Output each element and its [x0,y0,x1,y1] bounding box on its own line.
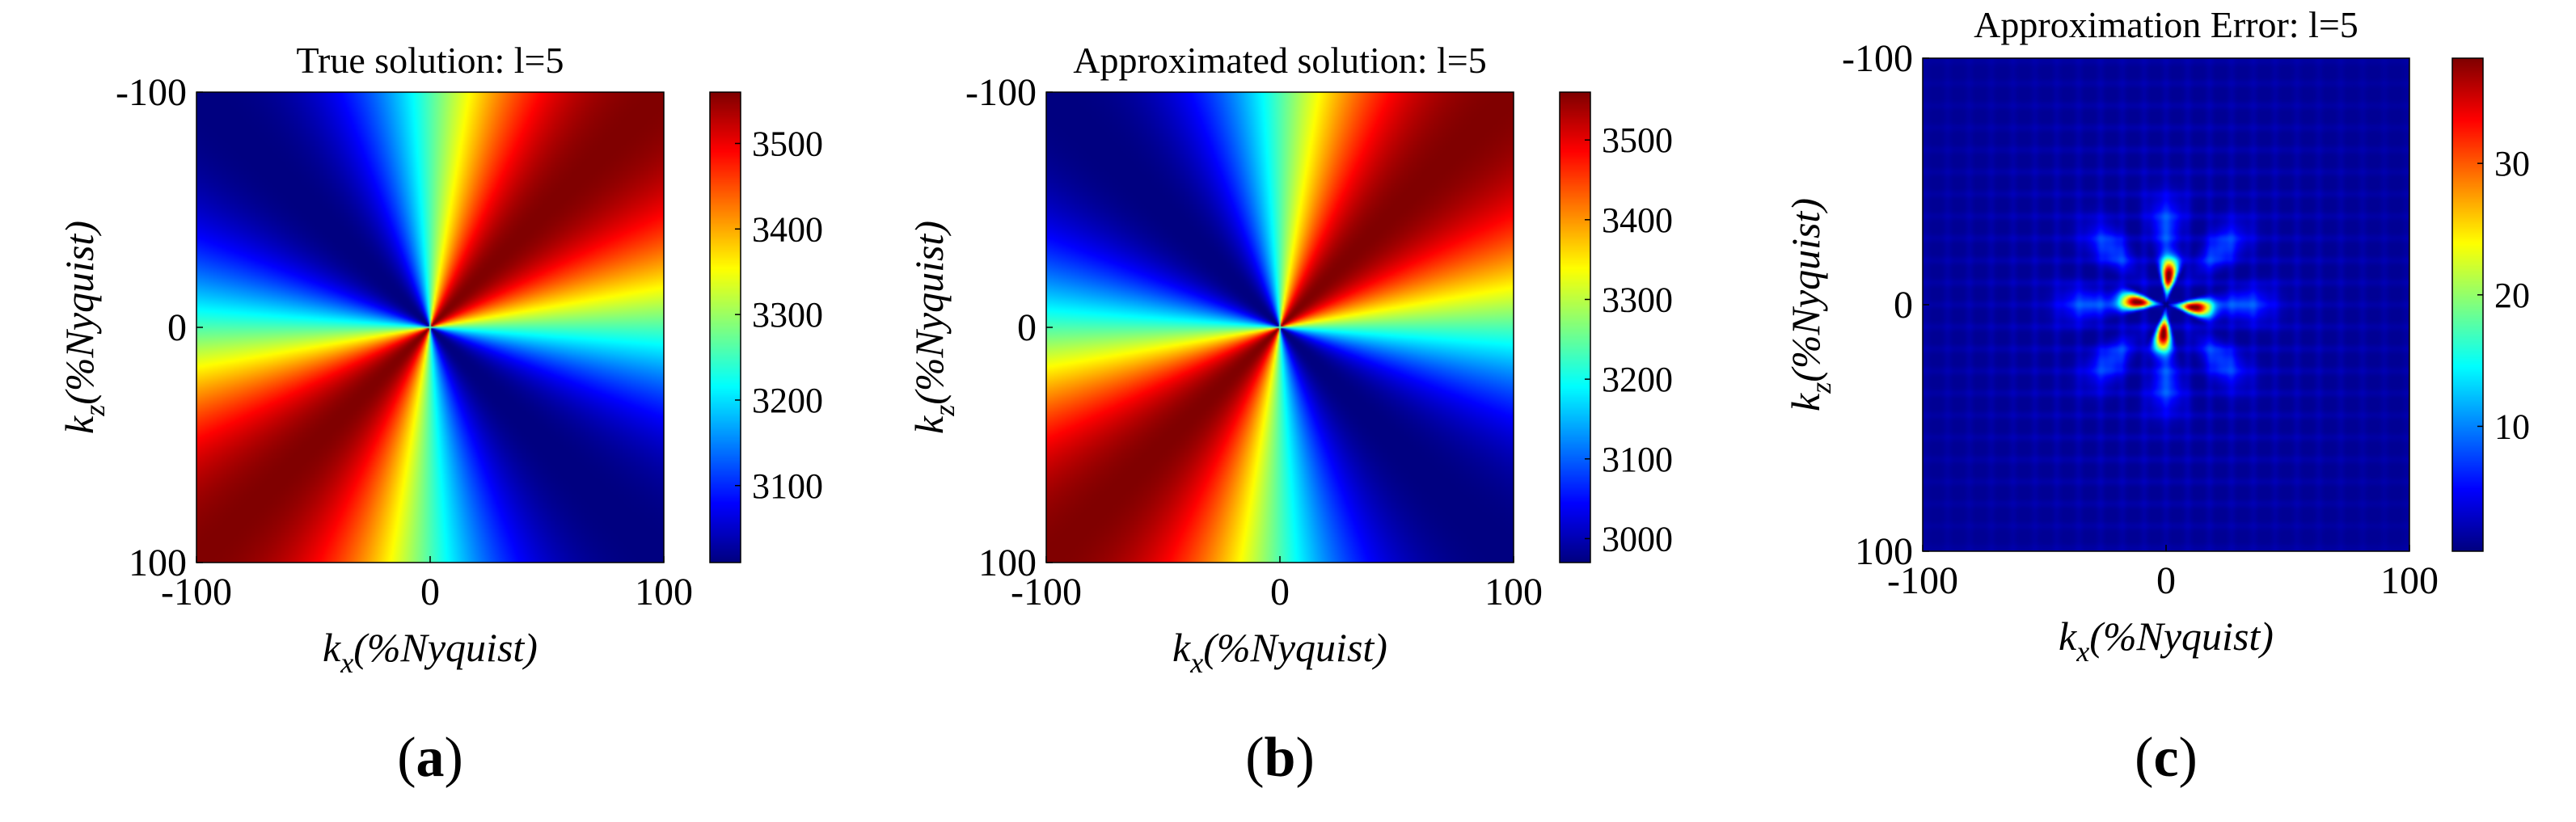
y-axis-label: kz(%Nyquist) [906,221,961,434]
y-axis-label-base: k [57,415,102,434]
x-axis-label-rest: (%Nyquist) [2089,613,2274,659]
caption-letter: b [1265,727,1296,789]
colorbar [2452,58,2483,551]
x-axis-label-sub: x [340,647,353,679]
x-axis-label-rest: (%Nyquist) [1203,625,1387,670]
x-axis-label: kx(%Nyquist) [2059,613,2274,668]
y-axis-label-rest: (%Nyquist) [906,221,952,405]
x-tick-label: 100 [635,571,693,613]
x-axis-label-base: k [1172,625,1191,670]
colorbar-frame [2451,57,2484,552]
y-tick-label: 0 [1894,284,1913,327]
y-axis-label-sub: z [1805,382,1837,394]
colorbar-tick-label: 3200 [752,381,823,420]
caption-paren-open: ( [2135,727,2153,789]
colorbar-tick-label: 3100 [752,466,823,506]
x-tick-label: -100 [1887,559,1958,602]
panel-caption: (c) [2135,727,2198,789]
caption-paren-open: ( [1245,727,1264,789]
colorbar-frame [1559,91,1591,563]
y-tick-label: -100 [1842,37,1913,80]
y-axis-label: kz(%Nyquist) [1783,198,1837,411]
x-axis-label: kx(%Nyquist) [323,625,538,679]
caption-letter: a [416,727,445,789]
x-tick-label: 0 [420,571,440,613]
x-tick-label: -100 [161,571,232,613]
panel-caption: (b) [1245,727,1315,789]
heatmap-image [196,92,664,563]
x-axis-label-sub: x [1189,647,1203,679]
x-tick-label: 100 [2380,559,2439,602]
y-axis-label-base: k [906,415,952,434]
x-axis-label-rest: (%Nyquist) [353,625,538,670]
caption-paren-close: ) [1295,727,1314,789]
panel-title: Approximated solution: l=5 [1073,40,1486,81]
colorbar-tick-label: 3300 [752,295,823,335]
heatmap-image [1046,92,1514,563]
colorbar [710,92,741,563]
colorbar-tick-label: 3300 [1602,280,1673,319]
colorbar-tick-label: 3400 [1602,200,1673,240]
panel-2: Approximated solution: l=5-100 0 100-10001… [906,40,1673,789]
y-axis-label: kz(%Nyquist) [57,221,111,434]
y-axis-label-rest: (%Nyquist) [57,221,102,405]
y-tick-label: -100 [965,71,1037,114]
y-tick-label: 0 [1017,306,1037,349]
panel-title: Approximation Error: l=5 [1974,4,2359,45]
panel-1: True solution: l=5-100 0 100-1000100kx(%Ny… [57,40,823,789]
colorbar-tick-label: 3000 [1602,519,1673,559]
y-tick-label: -100 [116,71,187,114]
colorbar-tick-label: 3400 [752,209,823,249]
panel-caption: (a) [397,727,463,789]
x-tick-label: 0 [2156,559,2176,602]
x-tick-label: 100 [1484,571,1543,613]
y-axis-label-base: k [1783,393,1828,411]
x-tick-label: -100 [1011,571,1082,613]
y-tick-label: 0 [167,306,187,349]
colorbar-tick-label: 3100 [1602,440,1673,479]
x-axis-label-base: k [2059,613,2077,659]
colorbar-tick-label: 10 [2494,407,2530,446]
y-tick-label: 100 [129,542,187,584]
colorbar-tick-label: 20 [2494,276,2530,315]
y-axis-label-rest: (%Nyquist) [1783,198,1828,382]
colorbar-tick-label: 30 [2494,144,2530,183]
colorbar [1560,92,1590,563]
panel-title: True solution: l=5 [297,40,564,81]
x-tick-label: 0 [1270,571,1290,613]
heatmap-image [1923,58,2409,551]
colorbar-tick-label: 3500 [1602,120,1673,160]
x-axis-label: kx(%Nyquist) [1172,625,1387,679]
caption-letter: c [2153,727,2178,789]
colorbar-frame [709,91,741,563]
y-tick-label: 100 [978,542,1037,584]
y-axis-label-sub: z [78,405,111,417]
y-axis-label-sub: z [928,405,961,417]
colorbar-tick-label: 3200 [1602,360,1673,399]
x-axis-label-base: k [323,625,341,670]
x-axis-label-sub: x [2076,635,2089,668]
panel-3: Approximation Error: l=5-100 0 100-1000100… [1783,4,2530,789]
y-tick-label: 100 [1855,530,1913,573]
caption-paren-close: ) [445,727,463,789]
caption-paren-open: ( [397,727,416,789]
colorbar-tick-label: 3500 [752,124,823,163]
caption-paren-close: ) [2179,727,2198,789]
